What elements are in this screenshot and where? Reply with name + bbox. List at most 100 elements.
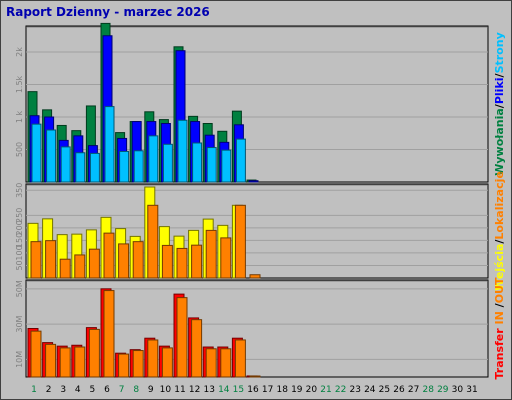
bar-requests-strony-day-11 (177, 119, 188, 183)
side-legend-part: / (493, 239, 506, 244)
bar-visits-lokalizacje-day-1 (30, 241, 42, 279)
bar-transfer-out-day-11 (176, 297, 188, 378)
y-tick-label: 1.5k (15, 75, 24, 93)
day-label-24: 24 (364, 385, 376, 395)
day-label-10: 10 (160, 385, 172, 395)
bar-transfer-out-day-13 (205, 348, 217, 378)
chart-title: Raport Dzienny - marzec 2026 (6, 5, 210, 19)
day-label-4: 4 (75, 385, 81, 395)
day-label-12: 12 (189, 385, 200, 395)
y-tick-label: 500 (15, 142, 24, 157)
side-legend-part: Lokalizacje (493, 171, 506, 239)
bar-requests-strony-day-12 (192, 142, 203, 183)
bar-visits-lokalizacje-day-16 (249, 274, 261, 279)
bar-transfer-out-day-15 (234, 339, 246, 378)
side-legend-part: IN (493, 307, 506, 328)
bar-transfer-out-day-14 (220, 348, 232, 378)
day-label-2: 2 (46, 385, 52, 395)
bar-requests-strony-day-13 (206, 147, 217, 183)
side-legend-part: OUT (493, 277, 506, 303)
bar-visits-lokalizacje-day-5 (88, 248, 100, 279)
bar-transfer-out-day-8 (132, 350, 144, 378)
bar-transfer-out-day-12 (191, 319, 203, 378)
day-label-31: 31 (466, 385, 477, 395)
bar-visits-lokalizacje-day-12 (191, 244, 203, 279)
day-label-9: 9 (148, 385, 154, 395)
side-legend-part: Strony (493, 32, 506, 73)
day-label-3: 3 (60, 385, 66, 395)
bar-visits-lokalizacje-day-2 (45, 240, 57, 279)
day-label-20: 20 (306, 385, 318, 395)
day-label-1: 1 (31, 385, 37, 395)
day-label-7: 7 (119, 385, 125, 395)
bar-requests-strony-day-1 (31, 123, 42, 183)
bar-requests-strony-day-6 (104, 106, 115, 183)
bar-visits-lokalizacje-day-6 (103, 232, 115, 279)
day-label-25: 25 (379, 385, 390, 395)
day-label-29: 29 (437, 385, 449, 395)
side-legend-panel3: Transfer IN /OUT (493, 277, 506, 379)
day-label-27: 27 (408, 385, 419, 395)
day-label-19: 19 (291, 385, 303, 395)
bar-transfer-out-day-9 (147, 339, 159, 378)
bar-requests-strony-day-15 (235, 138, 246, 183)
day-label-18: 18 (276, 385, 288, 395)
bar-transfer-out-day-3 (59, 347, 71, 378)
y-tick-label: 200 (15, 220, 24, 235)
day-label-26: 26 (393, 385, 405, 395)
bar-requests-strony-day-9 (148, 135, 159, 183)
y-tick-label: 10M (15, 351, 24, 368)
side-legend-part: / (493, 302, 506, 307)
side-legend-part: Pliki (493, 77, 506, 104)
day-label-15: 15 (233, 385, 244, 395)
side-legend-part: / (493, 72, 506, 77)
side-legend-panel1: Wywołania/Pliki/Strony (493, 32, 506, 176)
y-tick-label: 350 (15, 183, 24, 198)
day-label-14: 14 (218, 385, 230, 395)
day-label-30: 30 (452, 385, 464, 395)
bar-visits-lokalizacje-day-14 (220, 237, 232, 279)
side-legend-part: Wywołania (493, 108, 506, 176)
bar-transfer-out-day-4 (74, 346, 86, 378)
day-label-22: 22 (335, 385, 346, 395)
day-label-17: 17 (262, 385, 273, 395)
y-tick-label: 2k (15, 47, 24, 57)
y-tick-label: 100 (15, 245, 24, 260)
bar-transfer-out-day-7 (118, 353, 130, 378)
bar-transfer-out-day-5 (88, 328, 100, 378)
side-legend-panel2: Wejścia/Lokalizacje (493, 171, 506, 291)
side-legend-part: Wejścia (493, 244, 506, 291)
bar-transfer-out-day-2 (45, 343, 57, 378)
bar-requests-strony-day-14 (221, 149, 232, 183)
bar-requests-strony-day-10 (162, 143, 173, 183)
y-tick-label: 1 k (15, 111, 24, 124)
bar-transfer-out-day-10 (161, 347, 173, 378)
day-label-8: 8 (133, 385, 139, 395)
bar-visits-lokalizacje-day-13 (205, 229, 217, 279)
day-label-28: 28 (422, 385, 434, 395)
y-tick-label: 50 (15, 260, 24, 270)
bar-requests-strony-day-5 (89, 152, 100, 183)
day-label-5: 5 (90, 385, 96, 395)
bar-requests-strony-day-8 (133, 150, 144, 183)
bar-visits-lokalizacje-day-9 (147, 204, 159, 279)
day-label-13: 13 (203, 385, 214, 395)
bar-visits-lokalizacje-day-7 (118, 243, 130, 279)
bar-visits-lokalizacje-day-8 (132, 241, 144, 279)
y-tick-label: 250 (15, 208, 24, 223)
side-legend-part: Transfer (493, 328, 506, 380)
bar-visits-lokalizacje-day-11 (176, 247, 188, 279)
bar-requests-strony-day-7 (119, 150, 130, 183)
bar-requests-strony-day-3 (60, 146, 71, 183)
bar-requests-pliki-day-16 (248, 180, 259, 183)
day-label-6: 6 (104, 385, 110, 395)
bar-transfer-out-day-1 (30, 330, 42, 378)
day-label-16: 16 (247, 385, 259, 395)
bar-visits-lokalizacje-day-3 (59, 258, 71, 279)
bar-requests-strony-day-2 (46, 129, 57, 183)
y-tick-label: 150 (15, 233, 24, 248)
bar-visits-lokalizacje-day-15 (234, 204, 246, 279)
day-label-11: 11 (174, 385, 185, 395)
bar-transfer-out-day-6 (103, 290, 115, 378)
